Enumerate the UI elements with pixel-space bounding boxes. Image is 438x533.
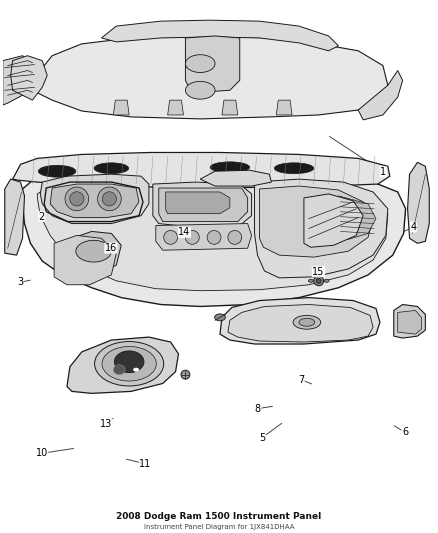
Ellipse shape xyxy=(113,365,125,375)
Polygon shape xyxy=(50,184,139,217)
Polygon shape xyxy=(67,337,179,393)
Polygon shape xyxy=(220,297,380,344)
Ellipse shape xyxy=(76,240,111,262)
Polygon shape xyxy=(37,178,388,290)
Text: 13: 13 xyxy=(100,419,113,430)
Polygon shape xyxy=(304,194,363,247)
Polygon shape xyxy=(40,174,149,223)
Polygon shape xyxy=(259,186,373,257)
Text: 6: 6 xyxy=(402,427,408,437)
Polygon shape xyxy=(159,188,247,222)
Text: 8: 8 xyxy=(255,403,261,414)
Ellipse shape xyxy=(316,278,321,283)
Ellipse shape xyxy=(299,318,315,326)
Ellipse shape xyxy=(94,163,129,174)
Ellipse shape xyxy=(181,370,190,379)
Text: 2: 2 xyxy=(39,212,45,222)
Ellipse shape xyxy=(308,279,313,282)
Polygon shape xyxy=(276,100,292,115)
Polygon shape xyxy=(185,36,240,92)
Polygon shape xyxy=(228,304,373,342)
Ellipse shape xyxy=(102,192,117,206)
Polygon shape xyxy=(339,196,376,239)
Polygon shape xyxy=(113,100,129,115)
Ellipse shape xyxy=(185,55,215,72)
Ellipse shape xyxy=(228,230,242,244)
Polygon shape xyxy=(62,231,121,275)
Polygon shape xyxy=(156,223,251,250)
Ellipse shape xyxy=(102,346,156,381)
Polygon shape xyxy=(3,56,40,105)
Polygon shape xyxy=(408,163,429,243)
Ellipse shape xyxy=(324,279,329,282)
Ellipse shape xyxy=(274,163,314,174)
Polygon shape xyxy=(166,192,230,214)
Ellipse shape xyxy=(65,187,88,211)
Polygon shape xyxy=(22,168,406,306)
Polygon shape xyxy=(13,152,390,188)
Ellipse shape xyxy=(114,351,144,373)
Text: 1: 1 xyxy=(380,167,386,177)
Polygon shape xyxy=(5,179,25,255)
Text: Instrument Panel Diagram for 1JX841DHAA: Instrument Panel Diagram for 1JX841DHAA xyxy=(144,524,294,530)
Polygon shape xyxy=(394,304,425,338)
Polygon shape xyxy=(102,20,339,51)
Ellipse shape xyxy=(210,162,250,173)
Ellipse shape xyxy=(38,165,76,177)
Ellipse shape xyxy=(293,316,321,329)
Polygon shape xyxy=(168,100,184,115)
Text: 4: 4 xyxy=(410,222,417,232)
Polygon shape xyxy=(32,36,388,119)
Text: 11: 11 xyxy=(139,459,152,469)
Text: 14: 14 xyxy=(178,227,191,237)
Ellipse shape xyxy=(164,230,177,244)
Polygon shape xyxy=(153,182,251,228)
Polygon shape xyxy=(200,170,271,186)
Ellipse shape xyxy=(185,230,199,244)
Polygon shape xyxy=(358,70,403,120)
Ellipse shape xyxy=(133,368,139,372)
Ellipse shape xyxy=(215,314,226,321)
Text: 10: 10 xyxy=(35,448,48,458)
Ellipse shape xyxy=(314,276,324,286)
Polygon shape xyxy=(11,56,47,100)
Polygon shape xyxy=(254,179,388,278)
Ellipse shape xyxy=(70,192,84,206)
Text: 2008 Dodge Ram 1500 Instrument Panel: 2008 Dodge Ram 1500 Instrument Panel xyxy=(117,512,321,521)
Ellipse shape xyxy=(207,230,221,244)
Text: 7: 7 xyxy=(298,375,304,385)
Polygon shape xyxy=(54,236,117,285)
Polygon shape xyxy=(398,310,421,334)
Text: 15: 15 xyxy=(312,266,325,277)
Ellipse shape xyxy=(95,342,164,386)
Text: 16: 16 xyxy=(105,243,117,253)
Ellipse shape xyxy=(98,187,121,211)
Polygon shape xyxy=(222,100,238,115)
Ellipse shape xyxy=(185,82,215,99)
Text: 3: 3 xyxy=(17,277,23,287)
Text: 5: 5 xyxy=(259,432,265,442)
